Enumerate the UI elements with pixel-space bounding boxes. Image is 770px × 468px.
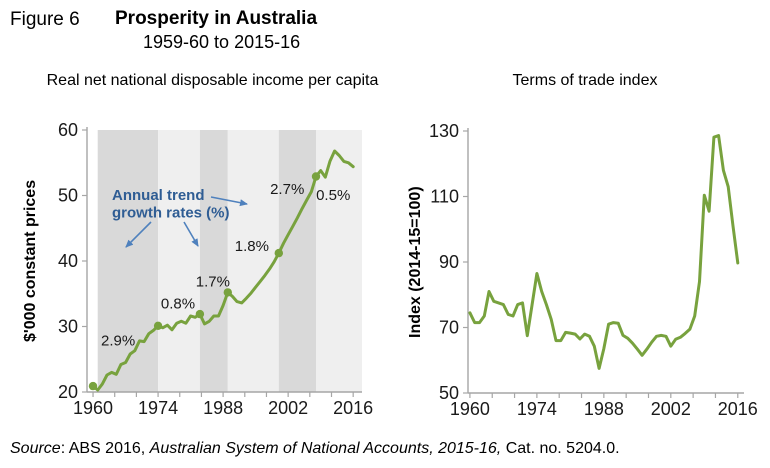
annotation-arrow	[125, 221, 152, 248]
shaded-period-band	[97, 130, 159, 392]
period-marker	[88, 381, 98, 391]
growth-rate-label: 0.5%	[316, 187, 350, 204]
annotation-arrow	[183, 221, 199, 247]
shaded-period-band	[158, 130, 200, 392]
x-tick-label: 2016	[718, 399, 758, 419]
period-marker	[195, 309, 205, 319]
source-text-1: : ABS 2016,	[60, 440, 150, 457]
period-marker	[153, 321, 163, 330]
x-tick-label: 1974	[517, 399, 557, 419]
x-tick-label: 2016	[333, 398, 373, 418]
shaded-period-band	[316, 130, 362, 392]
y-tick-label: 40	[58, 251, 78, 271]
x-tick-label: 1988	[584, 399, 624, 419]
figure-title: Prosperity in Australia	[115, 8, 318, 29]
shaded-period-band	[199, 130, 228, 392]
figure-number-label: Figure 6	[10, 9, 80, 30]
growth-rate-label: 1.7%	[196, 273, 230, 290]
y-tick-label: 130	[429, 121, 459, 141]
growth-rate-label: 2.9%	[101, 332, 135, 349]
x-tick-label: 1988	[203, 398, 243, 418]
x-tick-label: 2002	[268, 398, 308, 418]
left-chart-title: Real net national disposable income per …	[46, 72, 379, 89]
shaded-period-band	[278, 130, 316, 392]
x-tick-label: 1960	[73, 398, 113, 418]
growth-rate-label: 1.8%	[235, 238, 269, 255]
x-tick-label: 1974	[138, 398, 178, 418]
growth-rate-label: 0.8%	[161, 296, 195, 313]
right-chart: 50 70 90 110 130 1960 1974 1988 2002 2016	[429, 121, 758, 419]
source-text-2: Cat. no. 5204.0.	[501, 440, 620, 457]
y-tick-label: 50	[439, 383, 459, 403]
source-note: Source: ABS 2016, Australian System of N…	[10, 440, 620, 458]
y-tick-label: 60	[58, 120, 78, 140]
source-publication-title: Australian System of National Accounts, …	[149, 440, 502, 457]
source-label: Source	[10, 440, 61, 457]
period-marker	[311, 172, 321, 181]
x-tick-label: 2002	[651, 399, 691, 419]
y-tick-label: 30	[58, 317, 78, 337]
left-chart: 20 30 40 50 60 1960 1974 1988 2002 2016 Annual tre…	[58, 120, 373, 418]
y-tick-label: 20	[58, 382, 78, 402]
right-data-line	[468, 134, 740, 370]
y-tick-label: 90	[439, 252, 459, 272]
period-marker	[223, 288, 232, 297]
annotation-arrow	[210, 196, 248, 207]
y-tick-label: 70	[439, 318, 459, 338]
growth-rate-label: 2.7%	[270, 181, 304, 198]
y-tick-label: 50	[58, 186, 78, 206]
period-marker	[274, 248, 283, 258]
figure-subtitle: 1959-60 to 2015-16	[143, 32, 301, 52]
annotation-text-line1: Annual trend	[112, 187, 205, 204]
x-tick-label: 1960	[450, 399, 490, 419]
right-chart-title: Terms of trade index	[512, 72, 658, 89]
left-data-line	[91, 149, 355, 392]
y-tick-label: 110	[430, 187, 459, 207]
annotation-text-line2: growth rates (%)	[112, 205, 230, 222]
shaded-period-band	[227, 130, 279, 392]
